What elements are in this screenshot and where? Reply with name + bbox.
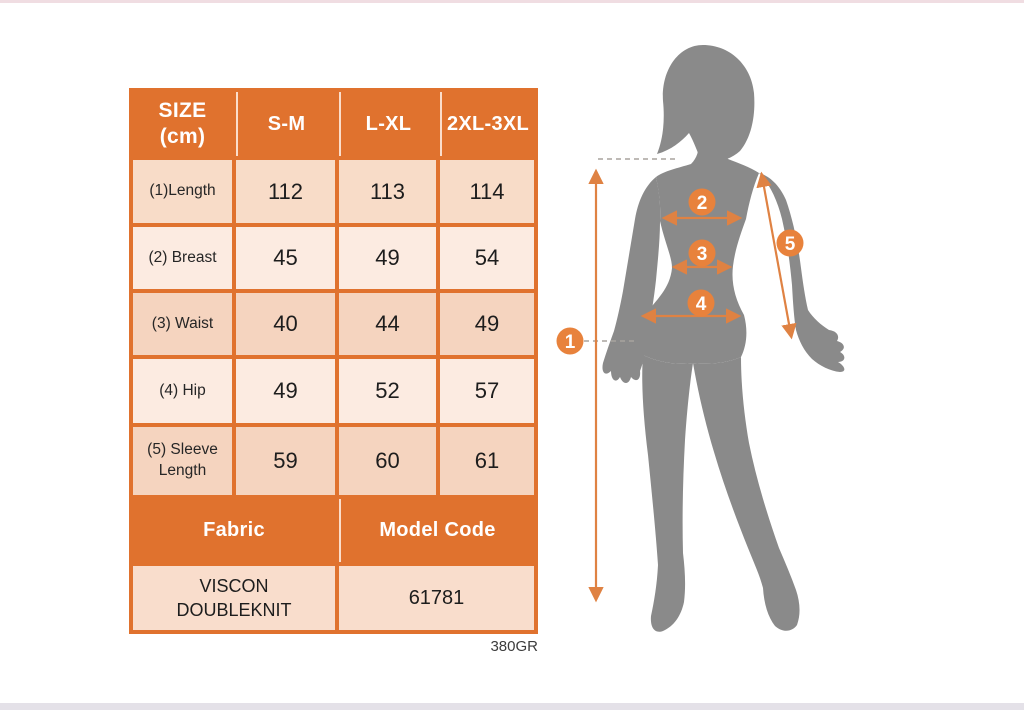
value-waist-l-xl: 44	[339, 293, 436, 355]
value-length-2xl-3xl: 114	[440, 160, 534, 223]
header-size-cm: SIZE (cm)	[133, 92, 232, 156]
value-length-l-xl: 113	[339, 160, 436, 223]
measurement-figure: 1 2 3 4 5	[556, 45, 845, 632]
header-size-line2: (cm)	[159, 125, 206, 148]
fabric-value: VISCON DOUBLEKNIT	[133, 566, 335, 630]
fabric-header: Fabric	[133, 499, 335, 562]
value-breast-2xl-3xl: 54	[440, 227, 534, 289]
woman-silhouette	[602, 45, 845, 632]
silhouette-left-leg	[642, 355, 693, 632]
value-hip-s-m: 49	[236, 359, 335, 423]
header-col-s-m: S-M	[236, 92, 335, 156]
value-sleeve-l-xl: 60	[339, 427, 436, 495]
value-sleeve-s-m: 59	[236, 427, 335, 495]
row-label-waist: (3) Waist	[133, 293, 232, 355]
silhouette-right-arm	[759, 173, 845, 372]
weight-note: 380GR	[490, 638, 538, 655]
measure-markers: 1 2 3 4 5	[556, 188, 804, 355]
value-breast-l-xl: 49	[339, 227, 436, 289]
header-col-l-xl: L-XL	[339, 92, 436, 156]
marker-label-1: 1	[565, 332, 576, 353]
marker-circle-4	[687, 289, 715, 317]
value-waist-2xl-3xl: 49	[440, 293, 534, 355]
marker-label-4: 4	[696, 294, 707, 315]
model-code-header: Model Code	[339, 499, 534, 562]
marker-label-2: 2	[697, 193, 708, 214]
row-label-length: (1)Length	[133, 160, 232, 223]
fabric-value-text: VISCON DOUBLEKNIT	[176, 575, 292, 620]
header-col-2xl-3xl: 2XL-3XL	[440, 92, 534, 156]
marker-label-5: 5	[785, 234, 796, 255]
row-label-breast: (2) Breast	[133, 227, 232, 289]
top-border-strip	[0, 0, 1024, 3]
value-hip-2xl-3xl: 57	[440, 359, 534, 423]
silhouette-right-leg	[693, 357, 800, 631]
row-label-hip: (4) Hip	[133, 359, 232, 423]
marker-label-3: 3	[697, 244, 708, 265]
silhouette-left-arm	[602, 177, 661, 383]
value-breast-s-m: 45	[236, 227, 335, 289]
marker-circle-5	[776, 229, 804, 257]
model-code-value: 61781	[339, 566, 534, 630]
size-chart-table: SIZE (cm) S-M L-XL 2XL-3XL (1)Length 112…	[129, 88, 538, 634]
bottom-border-strip	[0, 703, 1024, 710]
header-size-line1: SIZE	[158, 98, 207, 122]
measure-arrow-sleeve	[756, 171, 797, 340]
silhouette-head	[657, 45, 755, 162]
row-label-sleeve-length: (5) Sleeve Length	[133, 427, 232, 495]
value-hip-l-xl: 52	[339, 359, 436, 423]
marker-circle-1	[556, 327, 584, 355]
value-length-s-m: 112	[236, 160, 335, 223]
value-waist-s-m: 40	[236, 293, 335, 355]
value-sleeve-2xl-3xl: 61	[440, 427, 534, 495]
marker-circle-2	[688, 188, 716, 216]
marker-circle-3	[688, 239, 716, 267]
